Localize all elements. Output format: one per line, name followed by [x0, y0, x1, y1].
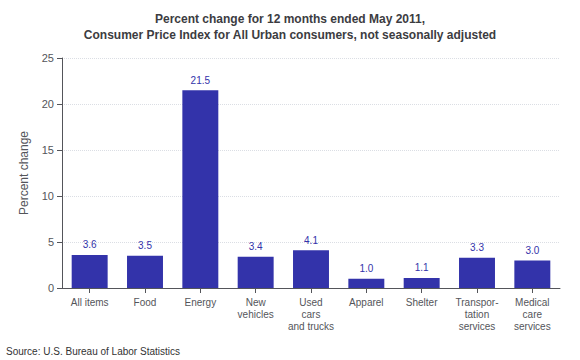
svg-text:3.6: 3.6: [83, 239, 97, 250]
svg-text:Medical: Medical: [515, 297, 549, 308]
svg-text:5: 5: [48, 236, 54, 248]
svg-text:3.4: 3.4: [249, 241, 263, 252]
svg-text:Consumer Price Index for All U: Consumer Price Index for All Urban consu…: [84, 28, 496, 42]
svg-text:Apparel: Apparel: [349, 297, 383, 308]
svg-text:Food: Food: [134, 297, 157, 308]
svg-text:15: 15: [42, 144, 54, 156]
svg-text:3.5: 3.5: [138, 240, 152, 251]
svg-text:cars: cars: [302, 309, 321, 320]
svg-text:All items: All items: [71, 297, 109, 308]
svg-text:3.3: 3.3: [470, 242, 484, 253]
svg-text:0: 0: [48, 282, 54, 294]
svg-text:services: services: [514, 321, 551, 332]
svg-text:1.1: 1.1: [415, 262, 429, 273]
svg-text:Energy: Energy: [184, 297, 216, 308]
svg-text:3.0: 3.0: [525, 245, 539, 256]
svg-text:Shelter: Shelter: [406, 297, 438, 308]
svg-text:Source: U.S. Bureau of Labor S: Source: U.S. Bureau of Labor Statistics: [6, 346, 180, 357]
svg-text:Used: Used: [299, 297, 322, 308]
svg-text:Percent change: Percent change: [17, 131, 31, 215]
svg-text:and trucks: and trucks: [288, 321, 334, 332]
svg-text:Percent change for 12 months e: Percent change for 12 months ended May 2…: [155, 12, 425, 26]
svg-text:vehicles: vehicles: [238, 309, 274, 320]
svg-text:10: 10: [42, 190, 54, 202]
svg-text:services: services: [459, 321, 496, 332]
svg-text:4.1: 4.1: [304, 235, 318, 246]
svg-text:care: care: [523, 309, 543, 320]
svg-text:tation: tation: [465, 309, 489, 320]
svg-text:25: 25: [42, 52, 54, 64]
svg-text:21.5: 21.5: [191, 75, 211, 86]
svg-text:20: 20: [42, 98, 54, 110]
svg-text:New: New: [246, 297, 267, 308]
svg-text:Transpor-: Transpor-: [456, 297, 499, 308]
svg-text:1.0: 1.0: [359, 263, 373, 274]
